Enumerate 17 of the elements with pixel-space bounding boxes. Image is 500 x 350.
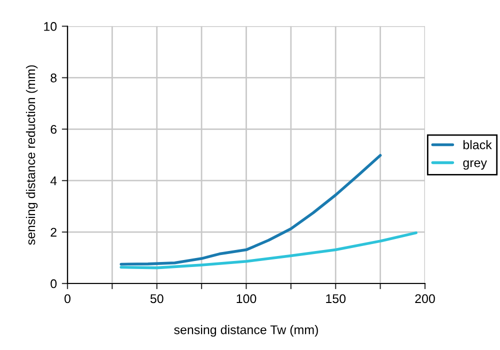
line-series [120,231,418,270]
x-tick-label: 150 [326,294,346,304]
y-tick-label: 0 [50,279,57,288]
y-axis-title: sensing distance reduction (mm) [26,65,38,245]
x-tick-label: 0 [64,294,70,304]
legend-label: black [463,140,492,150]
y-tick-label: 8 [50,74,57,82]
x-tick-label: 100 [236,294,256,304]
y-tick-label: 2 [50,228,56,237]
x-axis-title: sensing distance Tw (mm) [174,325,318,337]
x-tick-label: 200 [415,294,435,304]
legend-label: grey [463,160,487,170]
y-tick-label: 10 [44,22,57,31]
line-series [120,154,382,266]
x-tick-label: 50 [150,294,164,304]
y-tick-label: 6 [50,124,57,134]
y-tick-label: 4 [50,176,57,186]
